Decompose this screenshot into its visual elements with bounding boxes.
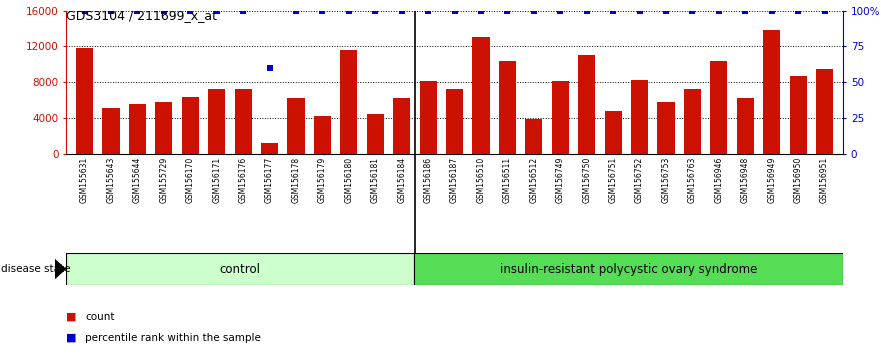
Bar <box>710 61 728 154</box>
Bar <box>789 76 807 154</box>
Text: ■: ■ <box>66 312 77 322</box>
Point <box>685 8 700 13</box>
Bar <box>737 98 754 154</box>
Bar <box>129 104 146 154</box>
Point <box>765 8 779 13</box>
Text: GSM156951: GSM156951 <box>820 157 829 203</box>
Text: GSM155729: GSM155729 <box>159 157 168 203</box>
Text: GSM156171: GSM156171 <box>212 157 221 203</box>
Bar <box>763 30 781 154</box>
Text: count: count <box>85 312 115 322</box>
Point <box>580 8 594 13</box>
Point <box>130 8 144 13</box>
Bar <box>419 81 437 154</box>
Point <box>78 8 92 13</box>
Point <box>500 8 515 13</box>
Text: GSM156186: GSM156186 <box>424 157 433 203</box>
Text: GSM156170: GSM156170 <box>186 157 195 203</box>
Point <box>104 8 118 13</box>
Point <box>157 8 171 13</box>
Point <box>738 8 752 13</box>
Point <box>818 8 832 13</box>
Bar <box>816 69 833 154</box>
Text: GSM156950: GSM156950 <box>794 157 803 203</box>
Bar <box>393 98 411 154</box>
Point <box>236 8 250 13</box>
Text: GSM156948: GSM156948 <box>741 157 750 203</box>
Bar <box>525 119 543 154</box>
Point <box>421 8 435 13</box>
Text: ■: ■ <box>66 333 77 343</box>
Bar <box>657 102 675 154</box>
Text: GSM156510: GSM156510 <box>477 157 485 203</box>
Text: GSM156763: GSM156763 <box>688 157 697 203</box>
Text: GSM156187: GSM156187 <box>450 157 459 203</box>
Bar <box>208 90 226 154</box>
Text: GSM156179: GSM156179 <box>318 157 327 203</box>
Text: GSM156180: GSM156180 <box>344 157 353 203</box>
Text: GSM155631: GSM155631 <box>80 157 89 203</box>
Bar <box>499 61 516 154</box>
Point <box>791 8 805 13</box>
Point <box>448 8 462 13</box>
Bar <box>234 88 252 154</box>
Bar <box>366 114 384 154</box>
Point <box>342 8 356 13</box>
Bar <box>76 48 93 154</box>
Bar <box>414 253 843 285</box>
Bar <box>578 56 596 154</box>
Point <box>633 8 647 13</box>
Point <box>712 8 726 13</box>
Point <box>527 8 541 13</box>
Text: GSM156751: GSM156751 <box>609 157 618 203</box>
Text: GSM156181: GSM156181 <box>371 157 380 203</box>
Bar <box>472 36 490 154</box>
Point <box>183 8 197 13</box>
Polygon shape <box>55 259 65 279</box>
Bar <box>552 81 569 154</box>
Text: GSM156512: GSM156512 <box>529 157 538 203</box>
Bar <box>102 108 120 154</box>
Text: GSM156176: GSM156176 <box>239 157 248 203</box>
Point <box>474 8 488 13</box>
Text: GSM156178: GSM156178 <box>292 157 300 203</box>
Point <box>553 8 567 13</box>
Text: GSM156949: GSM156949 <box>767 157 776 203</box>
Bar <box>340 50 358 154</box>
Bar <box>66 253 414 285</box>
Text: insulin-resistant polycystic ovary syndrome: insulin-resistant polycystic ovary syndr… <box>500 263 758 275</box>
Text: GSM156749: GSM156749 <box>556 157 565 203</box>
Point <box>210 8 224 13</box>
Text: GDS3104 / 211699_x_at: GDS3104 / 211699_x_at <box>66 9 217 22</box>
Text: GSM155643: GSM155643 <box>107 157 115 203</box>
Point <box>289 8 303 13</box>
Bar <box>314 116 331 154</box>
Text: GSM156752: GSM156752 <box>635 157 644 203</box>
Point <box>368 8 382 13</box>
Text: percentile rank within the sample: percentile rank within the sample <box>85 333 262 343</box>
Text: GSM156511: GSM156511 <box>503 157 512 203</box>
Bar <box>446 88 463 154</box>
Bar <box>631 80 648 154</box>
Text: GSM155644: GSM155644 <box>133 157 142 203</box>
Point <box>606 8 620 13</box>
Point <box>263 65 277 71</box>
Point <box>395 8 409 13</box>
Bar <box>684 88 701 154</box>
Bar <box>261 143 278 154</box>
Text: GSM156184: GSM156184 <box>397 157 406 203</box>
Text: GSM156753: GSM156753 <box>662 157 670 203</box>
Point <box>659 8 673 13</box>
Text: GSM156750: GSM156750 <box>582 157 591 203</box>
Bar <box>155 102 173 154</box>
Point <box>315 8 329 13</box>
Text: disease state: disease state <box>1 264 70 274</box>
Bar <box>181 97 199 154</box>
Bar <box>287 98 305 154</box>
Text: GSM156946: GSM156946 <box>714 157 723 203</box>
Bar <box>604 111 622 154</box>
Text: control: control <box>219 263 261 275</box>
Text: GSM156177: GSM156177 <box>265 157 274 203</box>
